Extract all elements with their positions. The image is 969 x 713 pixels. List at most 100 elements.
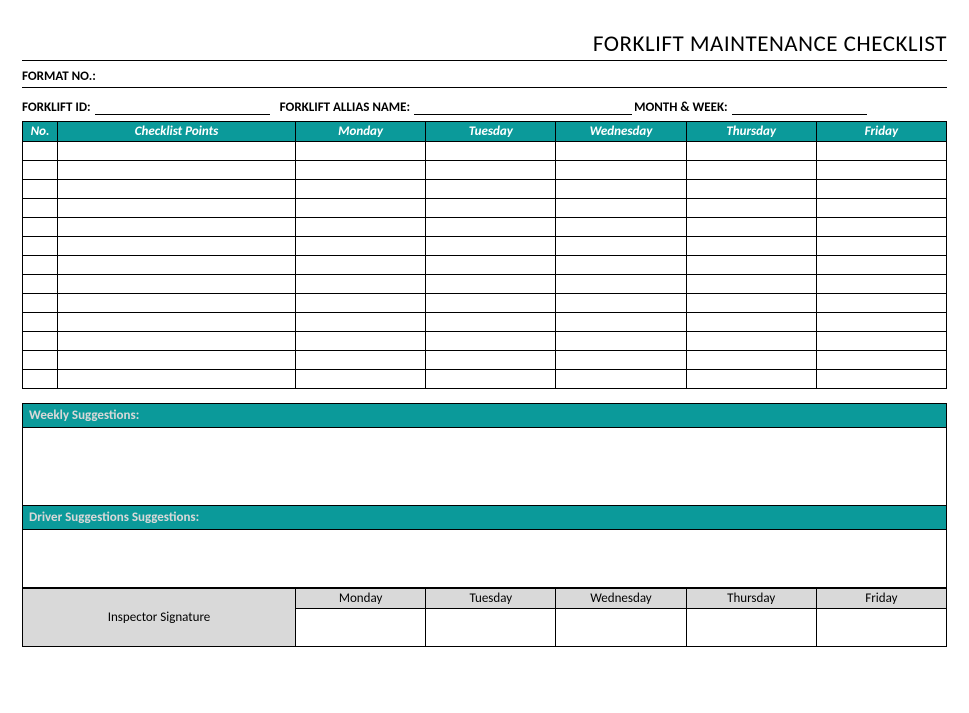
table-cell[interactable] bbox=[23, 199, 58, 218]
table-cell[interactable] bbox=[58, 161, 296, 180]
table-cell[interactable] bbox=[426, 351, 556, 370]
table-cell[interactable] bbox=[816, 218, 946, 237]
table-cell[interactable] bbox=[556, 294, 686, 313]
table-cell[interactable] bbox=[23, 332, 58, 351]
table-cell[interactable] bbox=[686, 237, 816, 256]
table-cell[interactable] bbox=[296, 237, 426, 256]
table-cell[interactable] bbox=[58, 142, 296, 161]
table-cell[interactable] bbox=[23, 313, 58, 332]
table-cell[interactable] bbox=[556, 351, 686, 370]
table-cell[interactable] bbox=[816, 237, 946, 256]
sig-cell[interactable] bbox=[556, 609, 686, 647]
table-cell[interactable] bbox=[23, 275, 58, 294]
table-cell[interactable] bbox=[426, 218, 556, 237]
table-cell[interactable] bbox=[686, 256, 816, 275]
table-cell[interactable] bbox=[686, 351, 816, 370]
sig-cell[interactable] bbox=[686, 609, 816, 647]
table-cell[interactable] bbox=[686, 332, 816, 351]
table-cell[interactable] bbox=[556, 313, 686, 332]
table-cell[interactable] bbox=[23, 180, 58, 199]
month-week-input[interactable] bbox=[732, 101, 867, 115]
table-cell[interactable] bbox=[296, 199, 426, 218]
table-cell[interactable] bbox=[58, 351, 296, 370]
table-cell[interactable] bbox=[23, 218, 58, 237]
table-cell[interactable] bbox=[426, 332, 556, 351]
table-cell[interactable] bbox=[556, 218, 686, 237]
table-cell[interactable] bbox=[296, 370, 426, 389]
table-cell[interactable] bbox=[296, 161, 426, 180]
table-cell[interactable] bbox=[556, 275, 686, 294]
table-cell[interactable] bbox=[426, 294, 556, 313]
table-cell[interactable] bbox=[58, 332, 296, 351]
table-cell[interactable] bbox=[816, 180, 946, 199]
table-cell[interactable] bbox=[686, 370, 816, 389]
table-cell[interactable] bbox=[58, 294, 296, 313]
table-cell[interactable] bbox=[296, 142, 426, 161]
table-cell[interactable] bbox=[686, 313, 816, 332]
table-cell[interactable] bbox=[816, 275, 946, 294]
table-cell[interactable] bbox=[58, 180, 296, 199]
sig-cell[interactable] bbox=[426, 609, 556, 647]
sig-cell[interactable] bbox=[296, 609, 426, 647]
table-cell[interactable] bbox=[23, 237, 58, 256]
table-cell[interactable] bbox=[556, 161, 686, 180]
table-cell[interactable] bbox=[816, 370, 946, 389]
table-cell[interactable] bbox=[816, 199, 946, 218]
table-cell[interactable] bbox=[426, 313, 556, 332]
table-cell[interactable] bbox=[686, 180, 816, 199]
table-cell[interactable] bbox=[296, 294, 426, 313]
table-cell[interactable] bbox=[686, 275, 816, 294]
alias-input[interactable] bbox=[414, 101, 632, 115]
weekly-suggestions-body[interactable] bbox=[22, 428, 947, 506]
table-cell[interactable] bbox=[58, 218, 296, 237]
table-cell[interactable] bbox=[816, 294, 946, 313]
table-cell[interactable] bbox=[556, 237, 686, 256]
table-cell[interactable] bbox=[426, 142, 556, 161]
table-cell[interactable] bbox=[556, 199, 686, 218]
table-cell[interactable] bbox=[426, 199, 556, 218]
table-cell[interactable] bbox=[58, 256, 296, 275]
table-cell[interactable] bbox=[58, 237, 296, 256]
table-cell[interactable] bbox=[58, 275, 296, 294]
table-cell[interactable] bbox=[426, 180, 556, 199]
table-cell[interactable] bbox=[426, 256, 556, 275]
table-cell[interactable] bbox=[296, 218, 426, 237]
table-cell[interactable] bbox=[686, 294, 816, 313]
table-cell[interactable] bbox=[816, 256, 946, 275]
forklift-id-input[interactable] bbox=[95, 101, 270, 115]
table-cell[interactable] bbox=[58, 370, 296, 389]
driver-suggestions-body[interactable] bbox=[22, 530, 947, 588]
table-cell[interactable] bbox=[816, 351, 946, 370]
table-cell[interactable] bbox=[556, 332, 686, 351]
table-cell[interactable] bbox=[686, 142, 816, 161]
sig-cell[interactable] bbox=[816, 609, 946, 647]
table-cell[interactable] bbox=[23, 142, 58, 161]
table-cell[interactable] bbox=[58, 199, 296, 218]
table-cell[interactable] bbox=[23, 370, 58, 389]
table-cell[interactable] bbox=[816, 142, 946, 161]
table-cell[interactable] bbox=[58, 313, 296, 332]
table-cell[interactable] bbox=[816, 313, 946, 332]
table-cell[interactable] bbox=[296, 313, 426, 332]
table-cell[interactable] bbox=[23, 256, 58, 275]
table-cell[interactable] bbox=[23, 294, 58, 313]
table-cell[interactable] bbox=[426, 237, 556, 256]
table-cell[interactable] bbox=[23, 161, 58, 180]
table-cell[interactable] bbox=[426, 275, 556, 294]
table-cell[interactable] bbox=[686, 161, 816, 180]
table-cell[interactable] bbox=[296, 332, 426, 351]
table-cell[interactable] bbox=[556, 142, 686, 161]
table-cell[interactable] bbox=[296, 351, 426, 370]
table-cell[interactable] bbox=[296, 275, 426, 294]
table-cell[interactable] bbox=[426, 161, 556, 180]
table-cell[interactable] bbox=[556, 180, 686, 199]
table-cell[interactable] bbox=[686, 199, 816, 218]
table-cell[interactable] bbox=[426, 370, 556, 389]
table-cell[interactable] bbox=[556, 370, 686, 389]
table-cell[interactable] bbox=[556, 256, 686, 275]
table-cell[interactable] bbox=[816, 161, 946, 180]
table-cell[interactable] bbox=[816, 332, 946, 351]
table-cell[interactable] bbox=[296, 180, 426, 199]
table-cell[interactable] bbox=[686, 218, 816, 237]
table-cell[interactable] bbox=[296, 256, 426, 275]
